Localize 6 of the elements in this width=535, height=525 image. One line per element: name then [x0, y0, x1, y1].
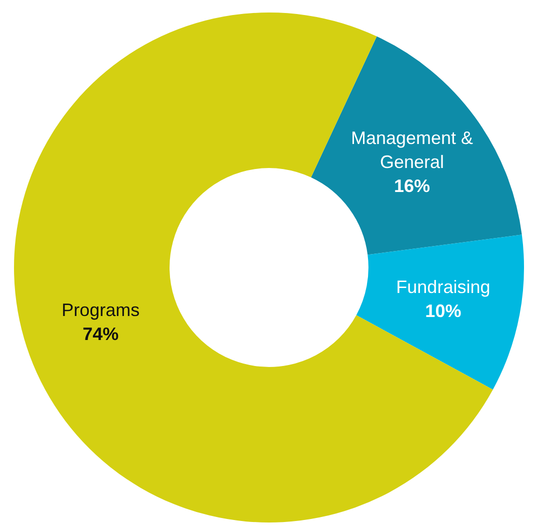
slice-label: Management & General: [350, 128, 474, 172]
slice-label: Programs: [62, 300, 140, 320]
data-label: 16%: [394, 176, 430, 196]
slice-label: Fundraising: [396, 277, 490, 298]
data-label: 10%: [425, 301, 462, 322]
data-label: 74%: [82, 324, 119, 344]
